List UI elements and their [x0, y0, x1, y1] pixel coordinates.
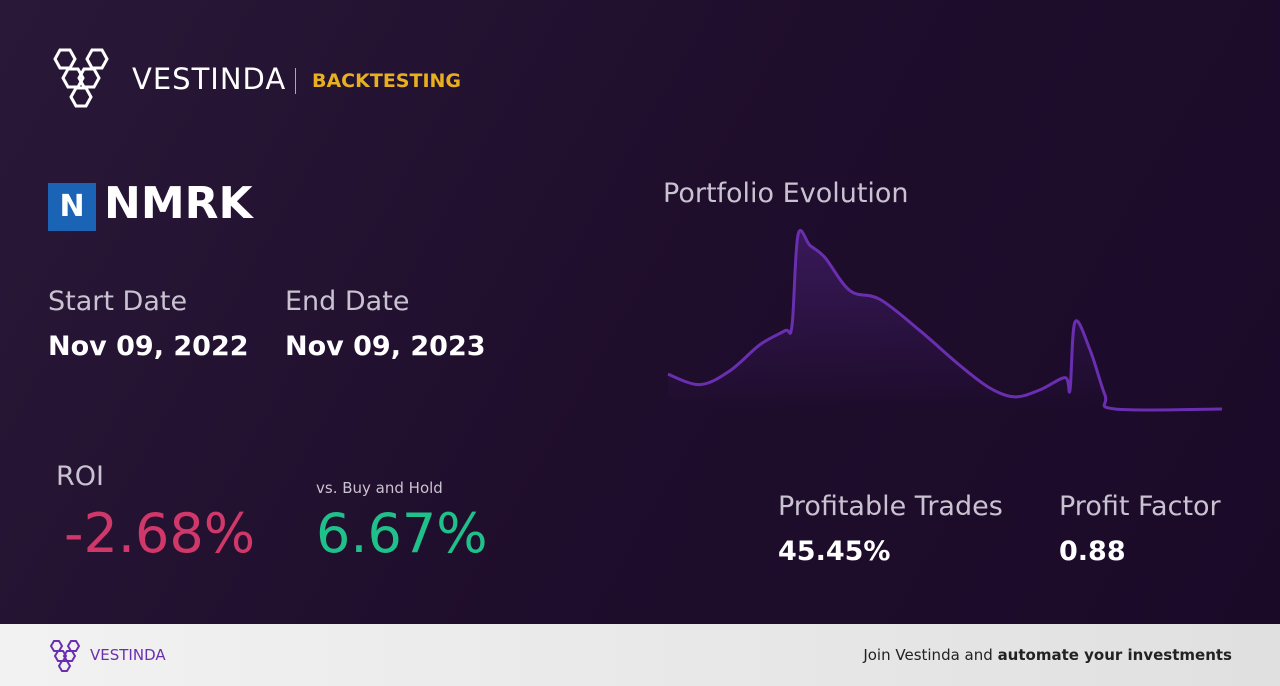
- area: [668, 230, 1222, 411]
- cta-plain: Join Vestinda and: [863, 646, 993, 664]
- ticker-logo: N: [48, 183, 96, 231]
- footer-brand: VESTINDA: [90, 646, 166, 664]
- ticker: NMRK: [104, 178, 253, 229]
- divider: [295, 68, 296, 94]
- benchmark: 6.67%: [316, 502, 488, 565]
- end-label: End Date: [285, 286, 410, 317]
- start-date: Nov 09, 2022: [48, 331, 249, 362]
- factor: 0.88: [1059, 536, 1126, 567]
- cta-bold: automate your investments: [997, 646, 1232, 664]
- section: BACKTESTING: [312, 70, 462, 92]
- roi: -2.68%: [64, 502, 256, 565]
- trades: 45.45%: [778, 536, 891, 567]
- line: [667, 228, 1223, 412]
- start-label: Start Date: [48, 286, 188, 317]
- factor-label: Profit Factor: [1059, 491, 1221, 522]
- end-date: Nov 09, 2023: [285, 331, 486, 362]
- benchmark-label: vs. Buy and Hold: [316, 479, 443, 497]
- footer-logo-icon: [49, 640, 81, 672]
- trades-label: Profitable Trades: [778, 491, 1003, 522]
- chart-title: Portfolio Evolution: [663, 178, 909, 209]
- logo-icon: [53, 48, 109, 108]
- brand: VESTINDA: [132, 62, 287, 96]
- sparkline: [667, 228, 1223, 412]
- roi-label: ROI: [56, 461, 104, 492]
- footer-cta: Join Vestinda and automate your investme…: [863, 646, 1232, 664]
- footer: VESTINDA Join Vestinda and automate your…: [0, 624, 1280, 686]
